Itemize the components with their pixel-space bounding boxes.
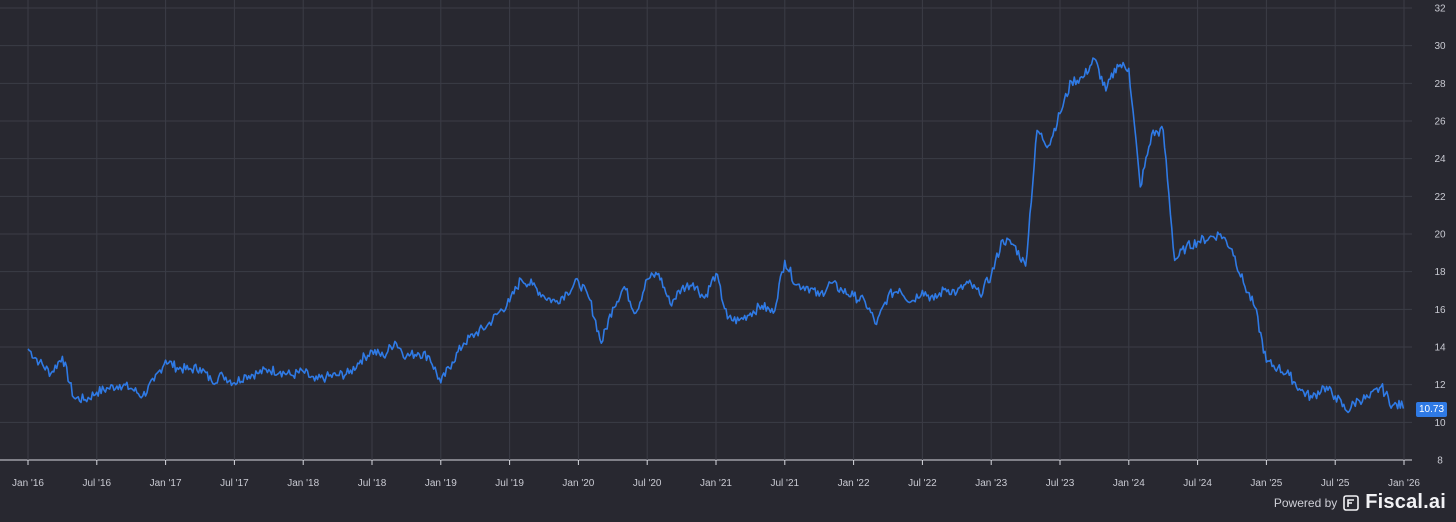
x-tick-label: Jul '17 — [220, 478, 249, 489]
x-tick-label: Jul '21 — [771, 478, 800, 489]
x-tick-label: Jan '21 — [700, 478, 732, 489]
y-tick-label: 18 — [1434, 267, 1446, 278]
x-tick-label: Jul '22 — [908, 478, 937, 489]
x-tick-label: Jul '25 — [1321, 478, 1350, 489]
y-tick-label: 16 — [1434, 305, 1446, 316]
y-tick-label: 8 — [1437, 456, 1443, 467]
x-tick-label: Jan '23 — [975, 478, 1007, 489]
x-tick-label: Jul '20 — [633, 478, 662, 489]
y-tick-label: 12 — [1434, 380, 1446, 391]
x-tick-label: Jan '26 — [1388, 478, 1420, 489]
last-value-badge: 10.73 — [1416, 401, 1448, 417]
y-tick-label: 28 — [1434, 79, 1446, 90]
x-tick-label: Jan '19 — [425, 478, 457, 489]
x-tick-label: Jul '24 — [1183, 478, 1212, 489]
y-tick-label: 30 — [1434, 41, 1446, 52]
x-tick-label: Jan '24 — [1113, 478, 1145, 489]
x-tick-label: Jul '16 — [83, 478, 112, 489]
fiscal-brand-name: Fiscal.ai — [1365, 491, 1446, 513]
x-tick-label: Jul '18 — [358, 478, 387, 489]
y-tick-label: 32 — [1434, 4, 1446, 15]
fiscal-logo-icon — [1343, 494, 1360, 511]
powered-by-label: Powered by — [1273, 495, 1338, 510]
x-tick-label: Jul '23 — [1046, 478, 1075, 489]
y-tick-label: 14 — [1434, 343, 1446, 354]
x-tick-label: Jan '17 — [150, 478, 182, 489]
y-tick-label: 20 — [1434, 230, 1446, 241]
powered-by-footer[interactable]: Powered by Fiscal.ai — [1274, 491, 1446, 514]
x-tick-label: Jan '18 — [287, 478, 319, 489]
x-tick-label: Jan '16 — [12, 478, 44, 489]
x-tick-label: Jul '19 — [495, 478, 524, 489]
x-tick-label: Jan '22 — [838, 478, 870, 489]
y-tick-label: 24 — [1434, 154, 1446, 165]
y-tick-label: 10 — [1434, 418, 1446, 429]
y-tick-label: 26 — [1434, 117, 1446, 128]
x-tick-label: Jan '20 — [562, 478, 594, 489]
y-tick-label: 22 — [1434, 192, 1446, 203]
x-tick-label: Jan '25 — [1250, 478, 1282, 489]
series-line — [27, 57, 1405, 414]
